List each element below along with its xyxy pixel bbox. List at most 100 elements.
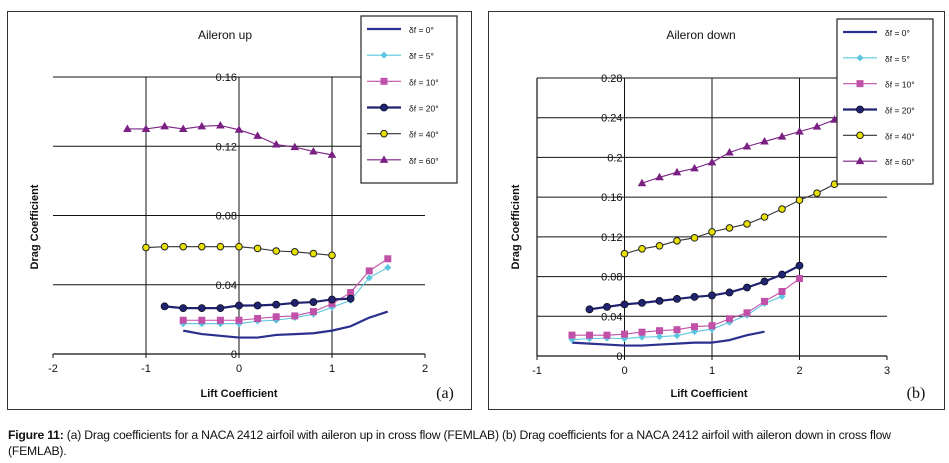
chart-b-data-point bbox=[673, 295, 681, 303]
chart-a-data-point bbox=[141, 124, 151, 132]
chart-b-series-4 bbox=[620, 180, 839, 258]
chart-b-xtick-label: 1 bbox=[709, 365, 715, 377]
chart-a-legend-label: δf = 60° bbox=[409, 156, 439, 166]
chart-a-legend-item: δf = 5° bbox=[367, 51, 434, 61]
chart-a-series-line bbox=[183, 266, 389, 325]
chart-a-ytick-label: 0.08 bbox=[216, 211, 237, 223]
chart-b-ylabel: Drag Coefficient bbox=[510, 184, 522, 269]
chart-a-data-point bbox=[291, 248, 299, 256]
chart-b-legend-item: δf = 60° bbox=[843, 156, 915, 167]
chart-a-legend-marker bbox=[380, 77, 388, 85]
chart-a-data-point bbox=[365, 267, 373, 275]
chart-b-data-point bbox=[638, 244, 646, 253]
chart-b-data-point bbox=[707, 157, 717, 166]
chart-a-data-point bbox=[160, 121, 169, 130]
chart-a-series-2 bbox=[179, 255, 392, 324]
chart-a-data-point bbox=[365, 274, 373, 282]
chart-a-data-point bbox=[346, 294, 355, 303]
chart-a-data-point bbox=[253, 301, 262, 310]
chart-a-xtick-label: 1 bbox=[329, 363, 335, 375]
chart-a-legend-marker bbox=[380, 103, 388, 112]
chart-a-legend-label: δf = 0° bbox=[409, 25, 434, 35]
chart-b-legend-label: δf = 5° bbox=[885, 54, 910, 64]
chart-b-ytick-label: 0.16 bbox=[601, 192, 622, 204]
chart-a-data-point bbox=[271, 140, 281, 148]
chart-b-legend-label: δf = 40° bbox=[885, 131, 915, 141]
chart-a-data-point bbox=[178, 124, 188, 132]
chart-b-data-point bbox=[673, 332, 681, 340]
chart-b-data-point bbox=[743, 309, 751, 317]
chart-a-xtick-label: 2 bbox=[422, 363, 428, 375]
chart-a-data-point bbox=[290, 142, 300, 151]
chart-b-series-0 bbox=[571, 330, 765, 347]
chart-a-data-point bbox=[272, 313, 280, 321]
chart-b-data-point bbox=[586, 331, 593, 339]
chart-b-data-point bbox=[655, 172, 664, 181]
chart-b-legend-marker bbox=[855, 156, 865, 165]
chart-a-svg: Aileron up Lift Coefficient Drag Coeffic… bbox=[29, 15, 458, 402]
chart-b-data-point bbox=[795, 196, 804, 204]
chart-b-data-point bbox=[777, 132, 787, 140]
chart-b-data-point bbox=[743, 283, 751, 292]
chart-b-panel-label: (b) bbox=[907, 385, 926, 402]
chart-a-data-point bbox=[328, 295, 336, 304]
chart-b-xtick-label: 0 bbox=[621, 365, 627, 377]
chart-b-data-point bbox=[812, 122, 822, 130]
chart-a-panel-label: (a) bbox=[436, 385, 454, 402]
chart-b-data-point bbox=[725, 224, 734, 232]
chart-b-ytick-label: 0.2 bbox=[607, 152, 622, 164]
chart-b-data-point bbox=[656, 333, 663, 341]
chart-b-title: Aileron down bbox=[666, 28, 735, 42]
chart-b-legend-label: δf = 0° bbox=[885, 28, 910, 38]
chart-b-data-point bbox=[690, 234, 699, 242]
chart-a-data-point bbox=[309, 249, 318, 258]
chart-b-data-point bbox=[690, 293, 699, 301]
chart-b-data-point bbox=[795, 261, 804, 270]
chart-a-data-point bbox=[197, 304, 206, 313]
chart-b-legend-item: δf = 10° bbox=[843, 80, 915, 90]
chart-b-data-point bbox=[708, 322, 716, 330]
chart-b-ytick-label: 0.12 bbox=[601, 232, 622, 244]
chart-b-data-point bbox=[708, 228, 716, 236]
chart-b-data-point bbox=[603, 302, 611, 311]
chart-b-ytick-label: 0 bbox=[616, 351, 622, 363]
chart-b-xtick-label: 2 bbox=[796, 365, 802, 377]
chart-a-data-point bbox=[347, 289, 355, 297]
chart-b-data-point bbox=[637, 178, 647, 187]
chart-b-data-point bbox=[726, 315, 733, 323]
chart-b-data-point bbox=[760, 213, 769, 221]
chart-a-ylabel: Drag Coefficient bbox=[29, 184, 41, 269]
chart-a-legend-label: δf = 20° bbox=[409, 104, 439, 114]
chart-b-legend-label: δf = 20° bbox=[885, 106, 915, 116]
chart-a-data-point bbox=[328, 251, 336, 260]
chart-a-data-point bbox=[291, 312, 299, 320]
chart-a-data-point bbox=[384, 255, 392, 263]
chart-b-series-3 bbox=[585, 261, 804, 314]
chart-b-xtick-label: -1 bbox=[532, 365, 542, 377]
chart-b-data-point bbox=[708, 291, 716, 300]
chart-b-xtick-label: 3 bbox=[884, 365, 890, 377]
chart-a-legend-label: δf = 5° bbox=[409, 51, 434, 61]
chart-a-legend-box bbox=[360, 15, 458, 184]
chart-b-legend-marker bbox=[856, 80, 864, 88]
chart-a-series-5 bbox=[123, 120, 337, 158]
chart-b-series-line bbox=[641, 119, 835, 184]
chart-b-legend-item: δf = 40° bbox=[843, 131, 915, 141]
chart-b-legend: δf = 0° δf = 5° δf = 10° δf = 20° δf = 40° δf… bbox=[836, 18, 934, 185]
chart-a-series-0 bbox=[182, 310, 389, 339]
chart-a-legend-item: δf = 10° bbox=[367, 77, 439, 87]
chart-a-series-1 bbox=[179, 263, 392, 328]
chart-b-xlabel: Lift Coefficient bbox=[671, 388, 748, 400]
chart-a-ytick-label: 0.12 bbox=[216, 141, 237, 153]
chart-b-data-point bbox=[656, 327, 663, 335]
chart-b-data-point bbox=[778, 270, 786, 279]
chart-a-ytick-label: 0.16 bbox=[216, 72, 237, 84]
caption-text: (a) Drag coefficients for a NACA 2412 ai… bbox=[8, 428, 891, 458]
chart-a-data-point bbox=[309, 146, 318, 155]
chart-a-data-point bbox=[123, 124, 132, 132]
chart-a-data-point bbox=[216, 242, 225, 251]
chart-a-xtick-label: -2 bbox=[48, 363, 58, 375]
chart-a-legend-marker bbox=[379, 155, 389, 163]
chart-b-data-point bbox=[690, 163, 699, 172]
chart-b-legend-label: δf = 60° bbox=[885, 157, 915, 167]
